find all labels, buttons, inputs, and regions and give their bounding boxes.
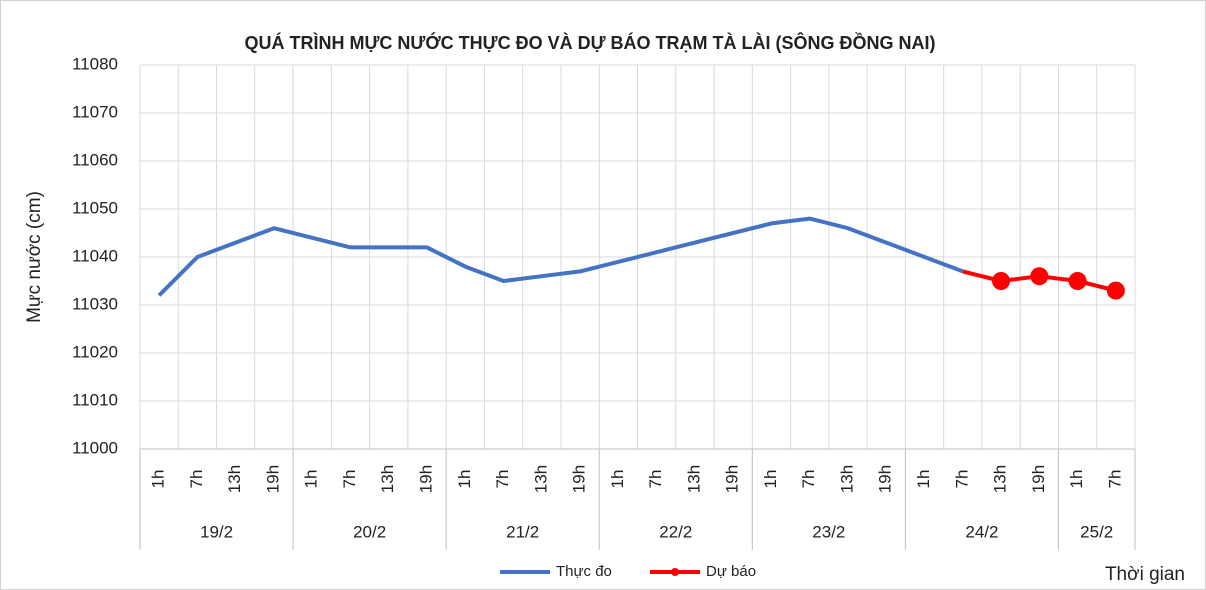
x-tick-label: 1h [761, 470, 780, 489]
legend-label: Thực đo [556, 563, 612, 580]
x-tick-label: 19h [876, 465, 895, 493]
x-tick-label: 1h [608, 470, 627, 489]
x-tick-label: 1h [302, 470, 321, 489]
x-tick-label: 13h [378, 465, 397, 493]
chart-title: QUÁ TRÌNH MỰC NƯỚC THỰC ĐO VÀ DỰ BÁO TRẠ… [244, 32, 935, 53]
x-tick-label: 19h [1029, 465, 1048, 493]
x-tick-label: 7h [187, 470, 206, 489]
legend-label: Dự báo [706, 563, 756, 580]
y-tick-label: 11000 [72, 438, 118, 457]
x-axis-label: Thời gian [1105, 564, 1185, 585]
y-tick-label: 11070 [72, 102, 118, 121]
group-label: 25/2 [1080, 522, 1113, 541]
x-tick-label: 7h [493, 470, 512, 489]
group-label: 19/2 [200, 522, 233, 541]
x-tick-label: 13h [225, 465, 244, 493]
x-tick-label: 7h [1105, 470, 1124, 489]
x-tick-label: 7h [952, 470, 971, 489]
x-tick-label: 1h [455, 470, 474, 489]
y-tick-label: 11030 [72, 294, 118, 313]
y-tick-label: 11040 [72, 246, 118, 265]
x-tick-label: 13h [531, 465, 550, 493]
x-tick-label: 19h [570, 465, 589, 493]
y-tick-label: 11060 [72, 150, 118, 169]
point-marker [1030, 267, 1049, 286]
group-label: 22/2 [659, 522, 692, 541]
y-axis-label: Mực nước (cm) [24, 191, 45, 323]
x-tick-label: 19h [417, 465, 436, 493]
x-tick-label: 19h [263, 465, 282, 493]
x-tick-label: 13h [837, 465, 856, 493]
y-tick-label: 11010 [72, 390, 118, 409]
x-tick-label: 13h [991, 465, 1010, 493]
group-label: 20/2 [353, 522, 386, 541]
x-tick-label: 13h [684, 465, 703, 493]
x-tick-label: 7h [799, 470, 818, 489]
point-marker [992, 272, 1011, 290]
y-tick-label: 11020 [72, 342, 118, 361]
x-tick-label: 7h [646, 470, 665, 489]
x-tick-label: 19h [723, 465, 742, 493]
point-marker [1068, 272, 1087, 290]
x-tick-label: 1h [914, 470, 933, 489]
legend-marker [671, 568, 679, 576]
group-label: 24/2 [965, 522, 998, 541]
series-line [157, 216, 964, 297]
y-tick-label: 11080 [72, 54, 118, 73]
x-tick-label: 1h [1067, 470, 1086, 489]
group-label: 23/2 [812, 522, 845, 541]
x-tick-label: 1h [149, 470, 168, 489]
point-marker [1106, 281, 1125, 300]
y-tick-label: 11050 [72, 198, 118, 217]
x-tick-label: 7h [340, 470, 359, 489]
group-label: 21/2 [506, 522, 539, 541]
